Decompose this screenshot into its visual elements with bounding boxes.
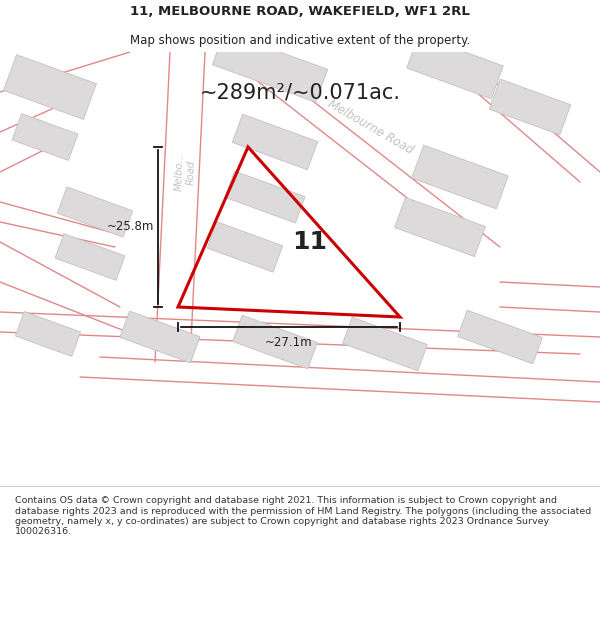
Polygon shape (225, 171, 305, 223)
Text: Melbo…
Road: Melbo… Road (173, 152, 196, 192)
Polygon shape (233, 315, 317, 369)
Polygon shape (16, 311, 80, 356)
Polygon shape (407, 35, 503, 99)
Polygon shape (343, 317, 427, 371)
Polygon shape (12, 114, 78, 161)
Polygon shape (395, 198, 485, 257)
Text: 11, MELBOURNE ROAD, WAKEFIELD, WF1 2RL: 11, MELBOURNE ROAD, WAKEFIELD, WF1 2RL (130, 5, 470, 18)
Polygon shape (458, 310, 542, 364)
Text: ~27.1m: ~27.1m (265, 336, 313, 349)
Text: Contains OS data © Crown copyright and database right 2021. This information is : Contains OS data © Crown copyright and d… (15, 496, 591, 536)
Polygon shape (55, 234, 125, 281)
Text: Map shows position and indicative extent of the property.: Map shows position and indicative extent… (130, 34, 470, 47)
Polygon shape (489, 79, 571, 135)
Polygon shape (4, 54, 97, 119)
Polygon shape (212, 32, 328, 103)
Text: 11: 11 (293, 230, 328, 254)
Polygon shape (58, 187, 133, 237)
Text: ~289m²/~0.071ac.: ~289m²/~0.071ac. (199, 82, 401, 102)
Text: Melbourne Road: Melbourne Road (325, 98, 415, 157)
Polygon shape (232, 114, 318, 170)
Text: ~25.8m: ~25.8m (107, 221, 154, 234)
Polygon shape (120, 311, 200, 363)
Polygon shape (208, 222, 283, 272)
Polygon shape (412, 145, 508, 209)
